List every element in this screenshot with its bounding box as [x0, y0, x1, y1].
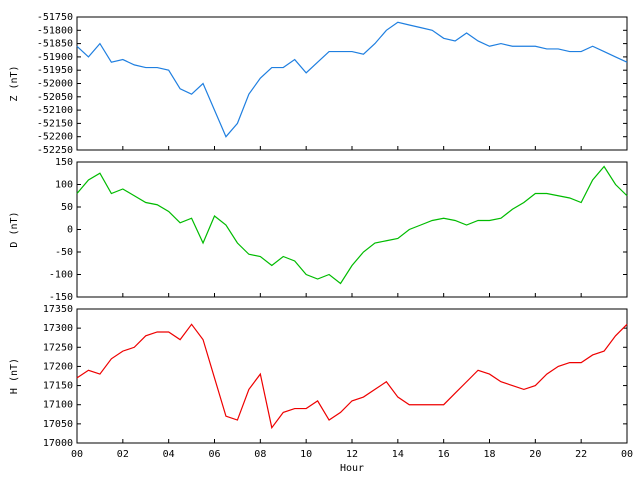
x-tick-label: 02: [117, 449, 129, 460]
y-tick-label: 17100: [43, 400, 73, 411]
y-axis-label: D (nT): [9, 211, 20, 247]
x-axis-label: Hour: [340, 463, 364, 474]
x-tick-label: 14: [392, 449, 404, 460]
y-tick-label: 50: [61, 202, 73, 213]
x-tick-label: 16: [438, 449, 450, 460]
x-tick-label: 00: [71, 449, 83, 460]
y-tick-label: 150: [55, 157, 73, 168]
y-axis-label: Z (nT): [9, 65, 20, 101]
y-tick-label: 0: [67, 225, 73, 236]
x-tick-label: 10: [300, 449, 312, 460]
y-tick-label: -52250: [37, 145, 73, 156]
y-tick-label: -51800: [37, 25, 73, 36]
y-tick-label: -51950: [37, 65, 73, 76]
panel-frame: [76, 161, 628, 298]
y-tick-label: -100: [49, 270, 73, 281]
data-line: [76, 21, 628, 138]
x-tick-label: 00: [621, 449, 633, 460]
x-tick-label: 08: [254, 449, 266, 460]
y-tick-label: 17250: [43, 342, 73, 353]
y-tick-label: -52150: [37, 118, 73, 129]
y-tick-label: -52050: [37, 92, 73, 103]
x-tick-label: 20: [529, 449, 541, 460]
y-tick-label: -150: [49, 292, 73, 303]
data-line: [76, 165, 628, 285]
x-tick-label: 04: [163, 449, 175, 460]
y-tick-label: 100: [55, 180, 73, 191]
y-tick-label: -51750: [37, 12, 73, 23]
y-axis-label: H (nT): [9, 358, 20, 394]
x-tick-label: 22: [575, 449, 587, 460]
y-tick-label: -52100: [37, 105, 73, 116]
x-tick-label: 06: [208, 449, 220, 460]
y-tick-label: -52000: [37, 79, 73, 90]
y-tick-label: -51900: [37, 52, 73, 63]
y-tick-label: -52200: [37, 132, 73, 143]
x-tick-label: 12: [346, 449, 358, 460]
y-tick-label: 17350: [43, 304, 73, 315]
y-tick-label: -50: [55, 247, 73, 258]
data-line: [76, 323, 628, 430]
y-tick-label: 17050: [43, 419, 73, 430]
panel-frame: [76, 16, 628, 151]
y-tick-label: 17000: [43, 438, 73, 449]
y-tick-label: 17150: [43, 381, 73, 392]
y-tick-label: 17300: [43, 323, 73, 334]
x-tick-label: 18: [483, 449, 495, 460]
y-tick-label: 17200: [43, 361, 73, 372]
y-tick-label: -51850: [37, 39, 73, 50]
